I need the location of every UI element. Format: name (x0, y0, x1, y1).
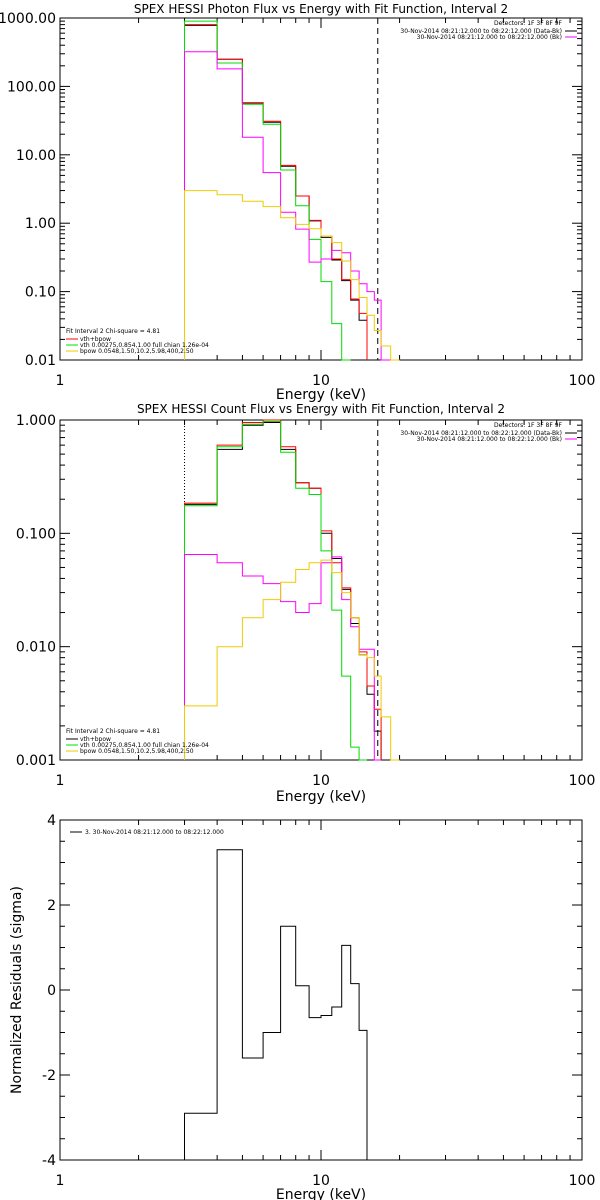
plot-frame (59, 17, 583, 361)
series-vth-histogram (184, 20, 351, 361)
legend-fit: Fit Interval 2 Chi-square = 4.81vth+bpow… (66, 328, 209, 355)
x-tick-label: 10 (312, 1173, 330, 1189)
y-tick-label: 2 (47, 898, 56, 914)
series-data-histogram (184, 24, 368, 360)
series-bkg-histogram (184, 554, 382, 761)
legend-entry-label: 30-Nov-2014 08:21:12.000 to 08:22:12.000… (417, 34, 562, 41)
y-tick-label: 4 (47, 813, 56, 829)
chart-title: SPEX HESSI Count Flux vs Energy with Fit… (137, 402, 505, 416)
y-tick-label: -2 (42, 1068, 56, 1084)
legend-entry-label: vth 0.00275,0.854,1.00 full chian 1.26e-… (80, 742, 209, 749)
chart-panel-2: SPEX HESSI Count Flux vs Energy with Fit… (16, 402, 595, 805)
y-tick-label: 0.100 (16, 526, 56, 542)
series-vth-histogram (184, 421, 367, 761)
x-axis-label: Energy (keV) (276, 387, 366, 403)
legend-entry-label: 30-Nov-2014 08:21:12.000 to 08:22:12.000… (400, 430, 562, 437)
plot-frame (59, 819, 583, 1161)
legend-title: Detectors: 1F 3F 8F 9F (494, 422, 563, 429)
y-tick-label: 1000.00 (0, 11, 56, 27)
x-tick-label: 1 (56, 1173, 65, 1189)
y-tick-label: 100.00 (7, 79, 56, 95)
y-tick-label: 0.010 (16, 640, 56, 656)
legend-entry-label: vth 0.00275,0.854,1.00 full chian 1.26e-… (80, 342, 209, 349)
y-axis-label: Normalized Residuals (sigma) (9, 886, 25, 1094)
series-bkg-histogram (184, 51, 391, 361)
x-tick-label: 100 (569, 773, 596, 789)
legend-entry-label: 30-Nov-2014 08:21:12.000 to 08:22:12.000… (417, 436, 562, 443)
x-tick-label: 1 (56, 773, 65, 789)
legend-entry-label: 30-Nov-2014 08:21:12.000 to 08:22:12.000… (400, 28, 562, 35)
y-tick-label: 0 (47, 983, 56, 999)
y-tick-label: -4 (42, 1153, 56, 1169)
y-tick-label: 10.00 (16, 148, 56, 164)
legend-entry-label: bpow 0.0548,1.50,10.2,5.98,400,2.50 (80, 748, 194, 755)
chart-title: SPEX HESSI Photon Flux vs Energy with Fi… (134, 2, 508, 16)
series-data-histogram (184, 422, 382, 760)
series-bpow-histogram (184, 190, 400, 361)
legend-fit-header: Fit Interval 2 Chi-square = 4.81 (66, 328, 160, 335)
series-bpow-histogram (184, 559, 400, 761)
x-tick-label: 10 (312, 373, 330, 389)
legend-fit-header: Fit Interval 2 Chi-square = 4.81 (66, 728, 160, 735)
chart-panel-3: 1 10 100 Energy (keV) -4 -2 0 2 4 Normalized Resi… (9, 813, 595, 1200)
legend-entry-label: vth+bpow (80, 336, 111, 343)
x-axis-label: Energy (keV) (276, 789, 366, 805)
x-axis-label: Energy (keV) (276, 1187, 366, 1200)
y-tick-label: 0.001 (16, 753, 56, 769)
y-tick-label: 1.000 (16, 413, 56, 429)
series-total-histogram (184, 419, 382, 760)
chart-panel-1: SPEX HESSI Photon Flux vs Energy with Fi… (0, 2, 595, 403)
series-data-histogram (184, 849, 368, 1160)
legend-entry-label: 3. 30-Nov-2014 08:21:12.000 to 08:22:12.… (85, 829, 224, 836)
x-tick-label: 1 (56, 373, 65, 389)
x-tick-label: 10 (312, 773, 330, 789)
legend-entry-label: vth+bpow (80, 736, 111, 743)
legend-entry-label: bpow 0.0548,1.50,10.2,5.98,400,2.50 (80, 348, 194, 355)
legend-title: Detectors: 1F 3F 8F 9F (494, 20, 563, 27)
y-tick-label: 0.01 (25, 353, 56, 369)
series-total-histogram (184, 24, 368, 360)
legend-fit: Fit Interval 2 Chi-square = 4.81vth+bpow… (66, 728, 209, 755)
x-tick-label: 100 (569, 373, 596, 389)
y-tick-label: 1.00 (25, 216, 56, 232)
y-tick-label: 0.10 (25, 285, 56, 301)
x-tick-label: 100 (569, 1173, 596, 1189)
